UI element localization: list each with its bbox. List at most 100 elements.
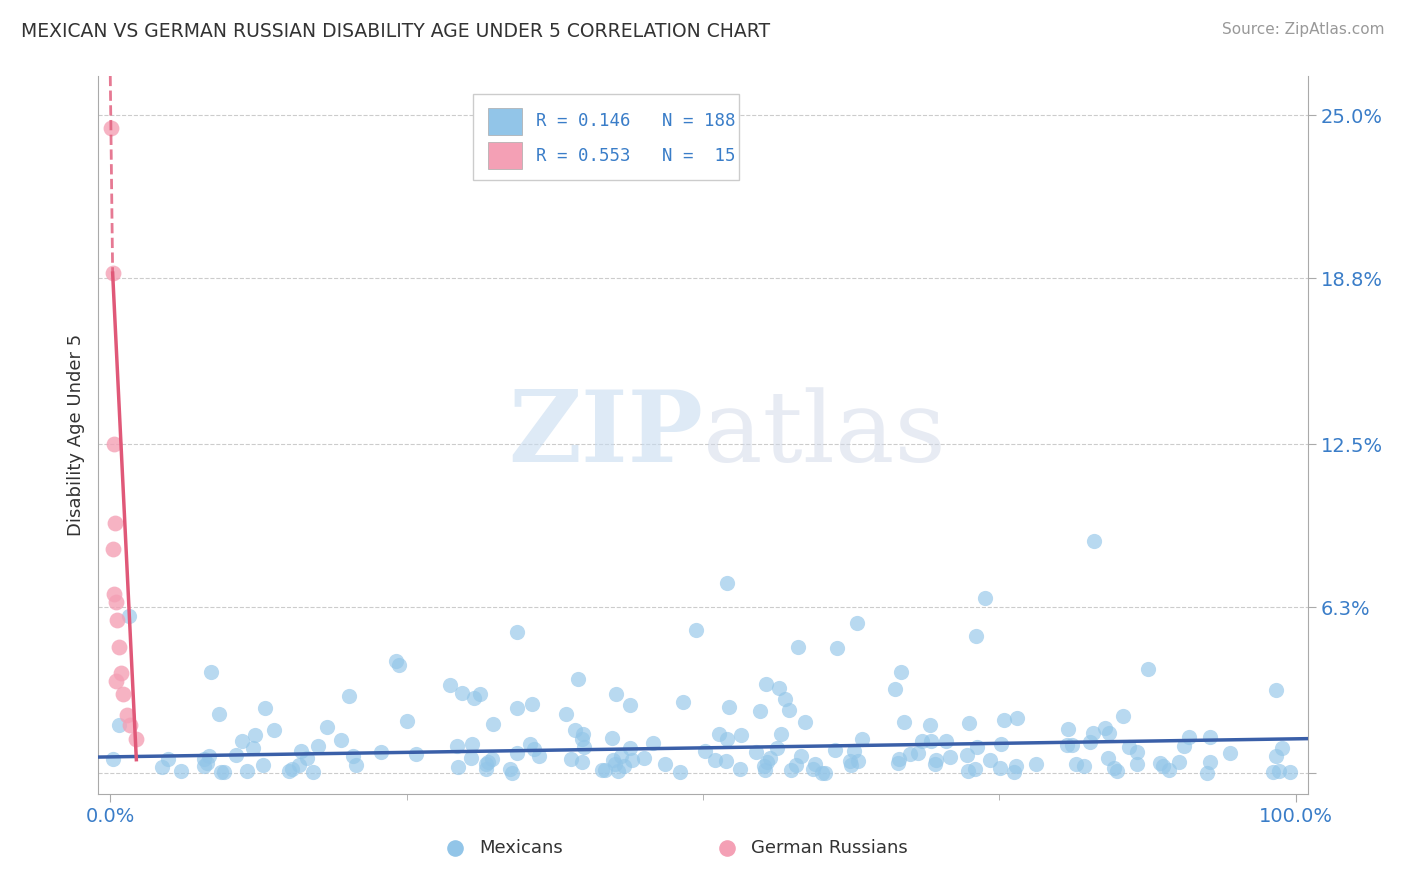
Point xyxy=(243,729,266,743)
Point xyxy=(1178,730,1201,744)
Point xyxy=(499,762,522,776)
Point xyxy=(602,753,624,767)
Point xyxy=(125,731,148,746)
Point xyxy=(619,741,641,756)
Point xyxy=(887,752,910,766)
Point xyxy=(388,657,411,672)
Point xyxy=(1064,756,1087,771)
Point xyxy=(957,716,980,731)
Point xyxy=(344,757,367,772)
Point xyxy=(439,678,461,692)
Point xyxy=(825,641,848,656)
Point xyxy=(555,706,578,721)
Point xyxy=(920,734,942,748)
FancyBboxPatch shape xyxy=(474,94,740,180)
Point xyxy=(803,762,825,776)
Point xyxy=(966,740,988,755)
Point xyxy=(717,700,740,714)
Point xyxy=(1002,765,1025,780)
Point xyxy=(236,764,259,779)
Point xyxy=(1265,748,1288,763)
Y-axis label: Disability Age Under 5: Disability Age Under 5 xyxy=(66,334,84,536)
Point xyxy=(1199,755,1222,769)
Point xyxy=(1261,764,1284,779)
Point xyxy=(1098,726,1121,740)
Point xyxy=(907,746,929,760)
Point xyxy=(695,744,717,758)
Point xyxy=(591,763,613,777)
Point xyxy=(893,715,915,730)
Point xyxy=(842,744,865,758)
Point xyxy=(925,753,948,767)
Point xyxy=(839,758,862,772)
Point xyxy=(786,640,808,654)
Point xyxy=(846,615,869,630)
Point xyxy=(1152,758,1174,772)
Point xyxy=(571,755,593,769)
Point xyxy=(793,715,815,730)
Point xyxy=(1195,765,1218,780)
Point xyxy=(924,757,946,772)
Point xyxy=(939,750,962,764)
Point xyxy=(212,765,235,780)
Point xyxy=(198,749,221,764)
Point xyxy=(405,747,427,761)
Point xyxy=(295,751,318,765)
Point xyxy=(779,763,801,777)
Point xyxy=(564,723,586,737)
Point xyxy=(307,739,329,753)
Point xyxy=(1149,756,1171,770)
Point xyxy=(527,749,550,764)
Point xyxy=(993,713,1015,727)
Text: R = 0.553   N =  15: R = 0.553 N = 15 xyxy=(536,146,735,164)
Point xyxy=(610,748,633,763)
Point xyxy=(811,765,834,780)
FancyBboxPatch shape xyxy=(488,142,522,169)
Point xyxy=(156,752,179,766)
Point xyxy=(481,752,503,766)
Point xyxy=(108,718,131,732)
Point xyxy=(714,755,737,769)
Point xyxy=(254,700,277,714)
Point xyxy=(1173,739,1195,754)
Text: MEXICAN VS GERMAN RUSSIAN DISABILITY AGE UNDER 5 CORRELATION CHART: MEXICAN VS GERMAN RUSSIAN DISABILITY AGE… xyxy=(21,22,770,41)
Point xyxy=(560,751,582,765)
Point xyxy=(209,764,232,779)
Point xyxy=(105,613,128,627)
Point xyxy=(567,673,589,687)
Point xyxy=(988,761,1011,775)
Point xyxy=(208,706,231,721)
Point xyxy=(1126,757,1149,772)
Point xyxy=(523,741,546,756)
Point xyxy=(654,757,676,772)
Point xyxy=(463,690,485,705)
Point xyxy=(1168,755,1191,769)
Point xyxy=(773,691,796,706)
Point xyxy=(115,708,138,723)
Point xyxy=(778,702,800,716)
Point xyxy=(1118,739,1140,754)
Point xyxy=(103,587,125,601)
Point xyxy=(1271,741,1294,756)
Point xyxy=(475,762,498,776)
Point xyxy=(446,739,468,753)
Point xyxy=(633,751,655,765)
Text: Mexicans: Mexicans xyxy=(479,838,562,856)
Text: ZIP: ZIP xyxy=(508,386,703,483)
Point xyxy=(315,719,337,733)
Point xyxy=(759,751,782,765)
Point xyxy=(1279,764,1302,779)
Point xyxy=(287,758,309,772)
Point xyxy=(898,747,921,762)
Point xyxy=(785,757,807,772)
Point xyxy=(170,764,193,778)
Point xyxy=(1199,730,1222,744)
Point xyxy=(460,751,482,765)
Point xyxy=(1137,662,1160,676)
Point xyxy=(506,746,529,760)
Point xyxy=(824,743,846,757)
Point xyxy=(200,665,222,679)
Point xyxy=(1007,711,1029,725)
Text: atlas: atlas xyxy=(703,387,946,483)
Point xyxy=(593,763,616,777)
